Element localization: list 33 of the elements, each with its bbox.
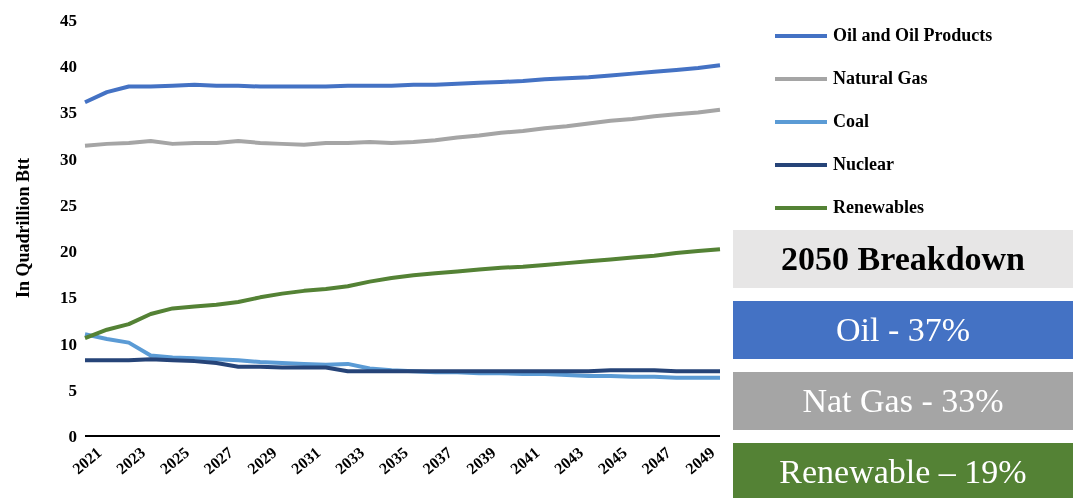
y-tick-label: 5	[68, 380, 77, 400]
line-series	[83, 247, 722, 341]
y-tick-label: 25	[60, 195, 77, 215]
x-tick-label: 2039	[463, 443, 499, 478]
x-tick-label: 2049	[682, 443, 718, 478]
text: Oil - 37%	[733, 301, 1073, 359]
text: 2050 Breakdown	[733, 230, 1073, 288]
legend-label: Natural Gas	[833, 68, 928, 89]
legend-label: Coal	[833, 111, 869, 132]
x-tick-label: 2027	[200, 443, 236, 478]
y-tick-label: 40	[60, 57, 77, 77]
line-series	[83, 357, 722, 374]
y-tick-label: 45	[60, 11, 77, 31]
x-tick-label: 2041	[507, 443, 543, 478]
y-tick-label: 30	[60, 149, 77, 169]
legend-label: Nuclear	[833, 154, 894, 175]
x-tick-label: 2037	[419, 443, 455, 478]
x-tick-label: 2043	[550, 443, 587, 478]
legend-label: Oil and Oil Products	[833, 25, 993, 46]
x-tick-label: 2029	[244, 443, 280, 478]
y-tick-label: 20	[60, 242, 77, 262]
text: Renewable – 19%	[733, 443, 1073, 498]
y-tick-label: 15	[60, 288, 77, 308]
x-tick-label: 2033	[331, 443, 368, 478]
text: Nat Gas - 33%	[733, 372, 1073, 430]
x-tick-label: 2023	[112, 443, 149, 478]
y-tick-label: 35	[60, 103, 77, 123]
y-tick-label: 10	[60, 334, 77, 354]
legend-label: Renewables	[833, 197, 924, 218]
line-series	[83, 63, 722, 105]
line-series	[83, 107, 722, 148]
y-axis-title: In Quadrillion Btt	[13, 157, 34, 299]
x-tick-label: 2031	[288, 443, 324, 478]
